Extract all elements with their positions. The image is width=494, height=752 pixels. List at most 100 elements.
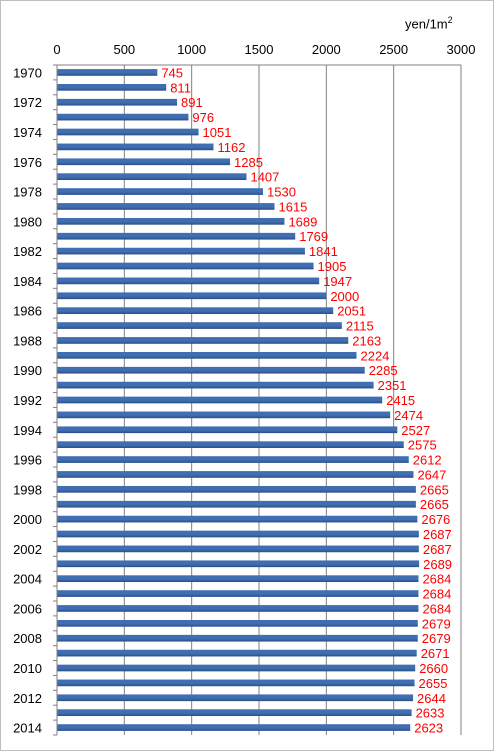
data-label: 2660 (419, 661, 448, 676)
y-tick-label: 2012 (13, 691, 42, 706)
data-label: 1689 (288, 214, 317, 229)
data-label: 2633 (416, 706, 445, 721)
data-label: 2623 (414, 721, 443, 736)
bar (57, 441, 404, 449)
bar (57, 605, 419, 612)
bar (57, 217, 285, 225)
bar (57, 545, 419, 553)
y-tick-label: 2002 (13, 542, 42, 557)
bar (57, 128, 199, 136)
bar (57, 694, 414, 702)
data-label: 2644 (417, 691, 446, 706)
bar (57, 590, 419, 597)
data-label: 2415 (386, 393, 415, 408)
x-tick-label: 500 (113, 42, 135, 57)
y-tick-label: 1978 (13, 185, 42, 200)
data-label: 2679 (422, 631, 451, 646)
bar (57, 411, 391, 419)
data-label: 1407 (250, 170, 279, 185)
y-tick-label: 1970 (13, 65, 42, 80)
unit-label: yen/1m2 (405, 15, 453, 31)
data-label: 1162 (217, 140, 245, 155)
data-label: 2051 (337, 304, 366, 319)
bar (57, 262, 314, 270)
data-label: 2527 (401, 423, 430, 438)
bar (57, 322, 342, 329)
y-tick-label: 2014 (13, 721, 42, 736)
data-label: 1841 (309, 244, 338, 259)
y-tick-label: 1994 (13, 423, 42, 438)
data-label: 2575 (408, 438, 437, 453)
y-tick-label: 1974 (13, 125, 42, 140)
data-label: 2676 (421, 512, 450, 527)
bar (57, 471, 414, 478)
bar (57, 634, 418, 642)
y-tick-label: 2008 (13, 631, 42, 646)
bar (57, 381, 374, 389)
bar (57, 188, 264, 195)
data-label: 2687 (423, 527, 452, 542)
y-tick-label: 1980 (13, 214, 42, 229)
bar (57, 203, 275, 210)
bar (57, 247, 305, 255)
data-label: 2679 (422, 616, 451, 631)
data-label: 2000 (330, 289, 359, 304)
x-tick-label: 3000 (447, 42, 476, 57)
bar (57, 426, 398, 434)
data-label: 1530 (267, 185, 296, 200)
bar (57, 619, 418, 627)
y-tick-label: 1976 (13, 155, 42, 170)
data-label: 1769 (299, 229, 328, 244)
bar (57, 292, 327, 300)
data-label: 976 (192, 110, 214, 125)
data-label: 2474 (394, 408, 423, 423)
data-label: 1615 (278, 199, 307, 214)
data-label: 2285 (369, 363, 398, 378)
data-label: 2163 (352, 333, 381, 348)
data-label: 2671 (421, 646, 450, 661)
bar (57, 575, 419, 583)
y-tick-label: 1990 (13, 363, 42, 378)
data-label: 2665 (420, 482, 449, 497)
bar (57, 515, 418, 523)
bar (57, 560, 420, 568)
y-tick-label: 1988 (13, 333, 42, 348)
x-tick-label: 1500 (245, 42, 274, 57)
y-tick-label: 1986 (13, 304, 42, 319)
y-tick-label: 1992 (13, 393, 42, 408)
data-label: 2684 (422, 601, 451, 616)
y-tick-label: 1998 (13, 482, 42, 497)
bar (57, 366, 365, 374)
bar (57, 709, 412, 717)
bar (57, 83, 167, 91)
y-tick-label: 2006 (13, 601, 42, 616)
data-label: 2689 (423, 557, 452, 572)
data-label: 1947 (323, 274, 352, 289)
y-tick-label: 1972 (13, 95, 42, 110)
data-label: 2224 (360, 348, 389, 363)
x-tick-label: 2500 (379, 42, 408, 57)
data-label: 1285 (234, 155, 263, 170)
data-label: 1905 (318, 259, 347, 274)
bar (57, 530, 419, 538)
data-label: 2684 (422, 587, 451, 602)
data-label: 2684 (422, 572, 451, 587)
x-tick-label: 0 (53, 42, 60, 57)
bar (57, 113, 189, 121)
y-tick-label: 1984 (13, 274, 42, 289)
y-tick-label: 2004 (13, 572, 42, 587)
bar (57, 679, 415, 687)
data-label: 2351 (378, 378, 407, 393)
bar (57, 351, 357, 359)
y-tick-label: 2010 (13, 661, 42, 676)
bar (57, 232, 296, 240)
data-label: 891 (181, 95, 203, 110)
y-tick-label: 1996 (13, 453, 42, 468)
data-label: 2655 (419, 676, 448, 691)
y-tick-label: 1982 (13, 244, 42, 259)
x-tick-label: 1000 (177, 42, 206, 57)
data-label: 2665 (420, 497, 449, 512)
bar (57, 456, 409, 463)
